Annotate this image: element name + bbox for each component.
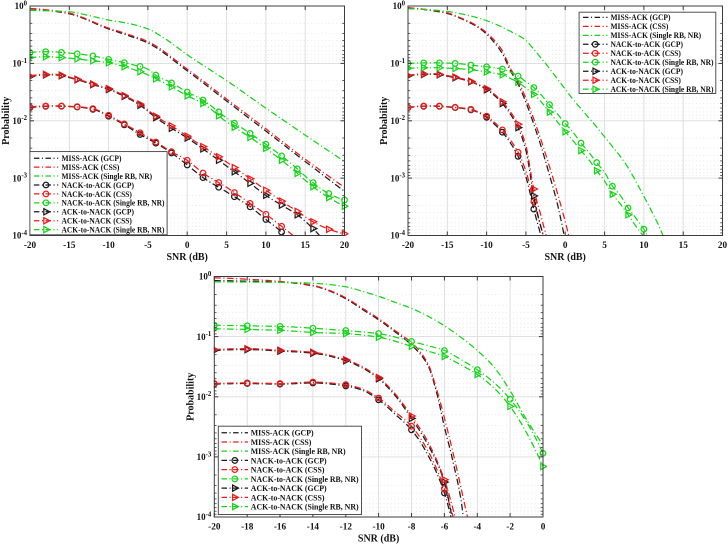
svg-text:-6: -6 (441, 522, 449, 532)
svg-text:Probability: Probability (1, 97, 12, 145)
svg-text:-12: -12 (340, 522, 353, 532)
svg-text:ACK-to-NACK (Single RB, NR): ACK-to-NACK (Single RB, NR) (62, 225, 165, 234)
svg-text:10-2: 10-2 (390, 115, 405, 126)
svg-text:NACK-to-ACK (Single RB, NR): NACK-to-ACK (Single RB, NR) (611, 58, 714, 67)
svg-text:ACK-to-NACK (CSS): ACK-to-NACK (CSS) (251, 492, 325, 502)
svg-text:-5: -5 (522, 240, 530, 250)
svg-text:-15: -15 (441, 240, 454, 250)
svg-text:-2: -2 (506, 522, 514, 532)
svg-text:MISS-ACK (GCP): MISS-ACK (GCP) (611, 13, 671, 22)
svg-text:ACK-to-NACK (GCP): ACK-to-NACK (GCP) (611, 67, 684, 76)
svg-text:100: 100 (393, 0, 406, 11)
svg-text:20: 20 (718, 240, 728, 250)
svg-text:10-1: 10-1 (390, 58, 405, 69)
svg-text:SNR (dB): SNR (dB) (166, 252, 207, 263)
svg-text:NACK-to-ACK (Single RB, NR): NACK-to-ACK (Single RB, NR) (251, 474, 359, 484)
svg-text:10-3: 10-3 (12, 173, 27, 184)
svg-text:-5: -5 (144, 240, 152, 250)
svg-text:-10: -10 (102, 240, 115, 250)
svg-text:SNR (dB): SNR (dB) (358, 534, 399, 544)
svg-text:NACK-to-ACK (CSS): NACK-to-ACK (CSS) (611, 49, 682, 58)
svg-text:Probability: Probability (185, 373, 196, 421)
svg-text:10-4: 10-4 (197, 511, 212, 522)
svg-text:10-4: 10-4 (390, 230, 405, 241)
svg-text:-20: -20 (208, 522, 221, 532)
svg-text:MISS-ACK (GCP): MISS-ACK (GCP) (251, 428, 314, 438)
svg-text:10-3: 10-3 (390, 173, 405, 184)
svg-text:10-4: 10-4 (12, 230, 27, 241)
svg-text:NACK-to-ACK (CSS): NACK-to-ACK (CSS) (62, 190, 133, 199)
svg-text:ACK-to-NACK (GCP): ACK-to-NACK (GCP) (62, 208, 135, 217)
svg-text:15: 15 (301, 240, 311, 250)
svg-text:0: 0 (541, 522, 546, 532)
svg-text:10-1: 10-1 (12, 58, 27, 69)
svg-text:NACK-to-ACK (GCP): NACK-to-ACK (GCP) (251, 455, 327, 465)
svg-text:-14: -14 (307, 522, 320, 532)
svg-text:MISS-ACK (CSS): MISS-ACK (CSS) (62, 163, 120, 172)
svg-text:-8: -8 (408, 522, 416, 532)
svg-text:-18: -18 (241, 522, 254, 532)
svg-text:Probability: Probability (379, 97, 390, 145)
svg-text:10-2: 10-2 (12, 115, 27, 126)
svg-text:-20: -20 (402, 240, 415, 250)
svg-text:-10: -10 (372, 522, 385, 532)
svg-text:NACK-to-ACK (GCP): NACK-to-ACK (GCP) (611, 40, 684, 49)
svg-text:100: 100 (199, 271, 212, 282)
svg-text:-20: -20 (24, 240, 37, 250)
svg-text:0: 0 (563, 240, 568, 250)
svg-text:-10: -10 (480, 240, 493, 250)
svg-text:100: 100 (15, 0, 28, 11)
svg-text:10: 10 (261, 240, 271, 250)
svg-text:ACK-to-NACK (Single RB, NR): ACK-to-NACK (Single RB, NR) (611, 85, 714, 94)
svg-text:5: 5 (224, 240, 229, 250)
svg-text:MISS-ACK (GCP): MISS-ACK (GCP) (62, 154, 122, 163)
svg-text:MISS-ACK (CSS): MISS-ACK (CSS) (611, 22, 669, 31)
svg-text:MISS-ACK (Single RB, NR): MISS-ACK (Single RB, NR) (62, 172, 153, 181)
svg-text:-16: -16 (274, 522, 287, 532)
svg-text:NACK-to-ACK (GCP): NACK-to-ACK (GCP) (62, 181, 135, 190)
svg-text:-4: -4 (473, 522, 481, 532)
svg-text:MISS-ACK (CSS): MISS-ACK (CSS) (251, 437, 312, 447)
svg-text:5: 5 (602, 240, 607, 250)
svg-text:10-1: 10-1 (197, 331, 212, 342)
svg-text:MISS-ACK (Single RB, NR): MISS-ACK (Single RB, NR) (251, 446, 346, 456)
svg-text:ACK-to-NACK (GCP): ACK-to-NACK (GCP) (251, 483, 327, 493)
svg-text:ACK-to-NACK (CSS): ACK-to-NACK (CSS) (62, 217, 133, 226)
svg-text:NACK-to-ACK (CSS): NACK-to-ACK (CSS) (251, 465, 325, 475)
svg-text:NACK-to-ACK (Single RB, NR): NACK-to-ACK (Single RB, NR) (62, 199, 165, 208)
svg-text:MISS-ACK (Single RB, NR): MISS-ACK (Single RB, NR) (611, 31, 702, 40)
svg-text:20: 20 (340, 240, 350, 250)
svg-text:0: 0 (185, 240, 190, 250)
svg-text:ACK-to-NACK (CSS): ACK-to-NACK (CSS) (611, 76, 682, 85)
svg-text:-15: -15 (63, 240, 76, 250)
svg-text:15: 15 (679, 240, 689, 250)
svg-text:ACK-to-NACK (Single RB, NR): ACK-to-NACK (Single RB, NR) (251, 502, 359, 512)
svg-text:10-2: 10-2 (197, 391, 212, 402)
svg-text:SNR (dB): SNR (dB) (544, 252, 585, 263)
svg-text:10-3: 10-3 (197, 451, 212, 462)
svg-text:10: 10 (639, 240, 649, 250)
